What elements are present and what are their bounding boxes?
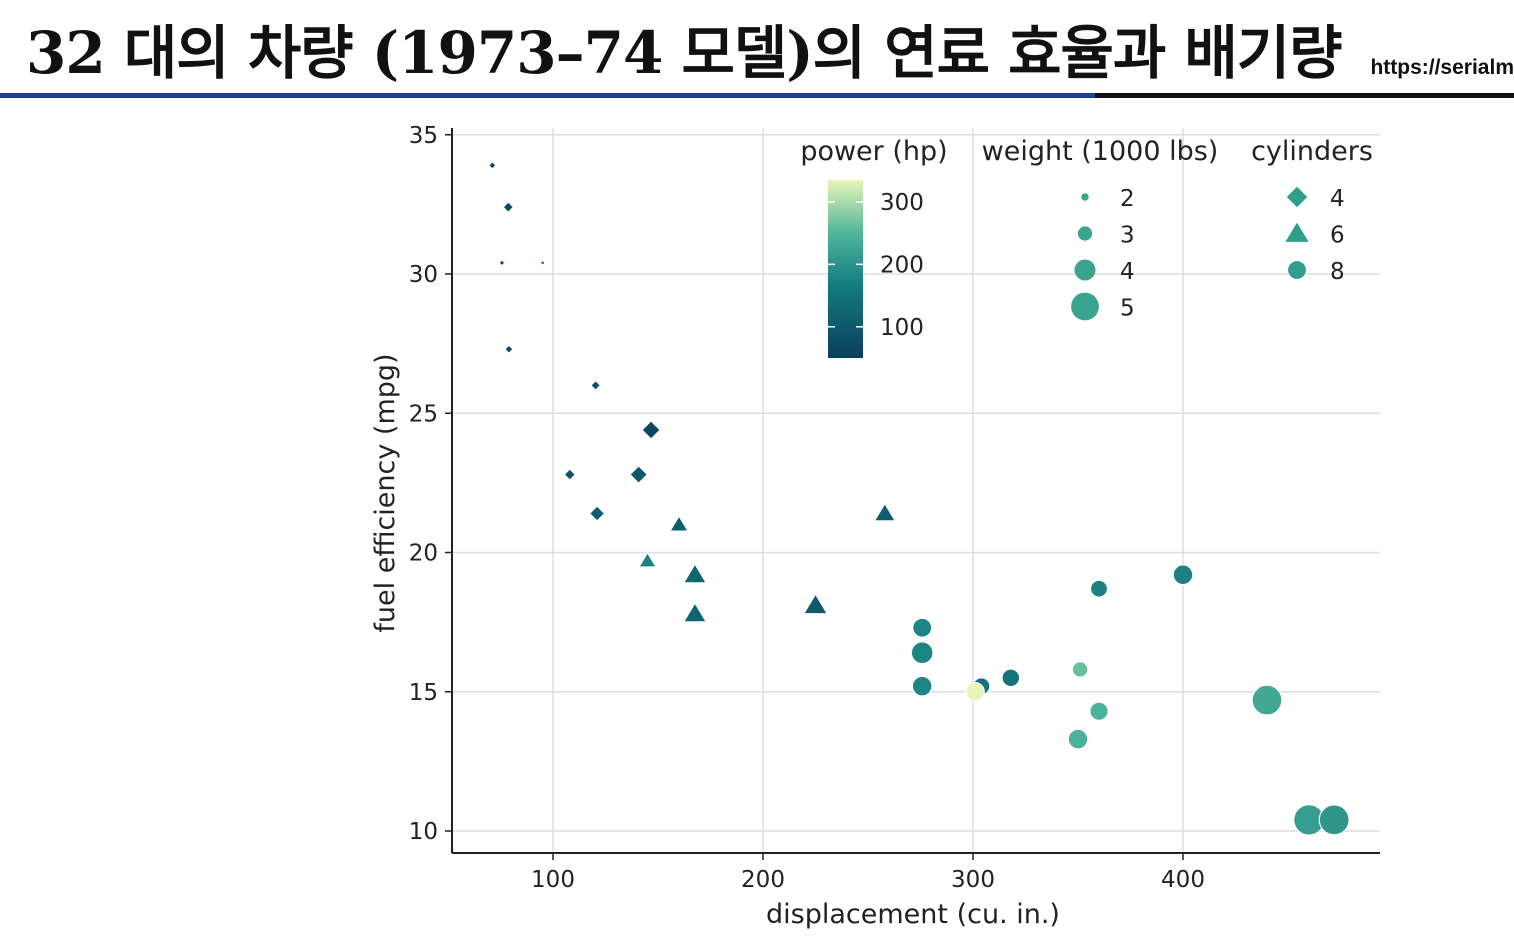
legend: power (hp) weight (1000 lbs) cylinders 1… [800, 136, 1373, 358]
data-point [1067, 728, 1089, 750]
y-tick-labels: 10 15 20 25 30 35 [409, 123, 452, 845]
data-point [504, 344, 514, 354]
data-point [1318, 804, 1350, 836]
data-point [910, 641, 934, 665]
cylinders-legend-marker [1286, 259, 1308, 281]
header-rule-black [1095, 93, 1514, 98]
grid-lines [452, 128, 1380, 853]
data-point [488, 161, 497, 170]
y-tick-label: 10 [409, 819, 438, 845]
weight-legend-label: 3 [1120, 223, 1135, 249]
data-point [563, 468, 576, 481]
x-axis-label: displacement (cu. in.) [766, 899, 1060, 930]
cylinders-legend-label: 6 [1330, 223, 1345, 249]
data-point [638, 551, 657, 568]
x-tick-labels: 100 200 300 400 [531, 853, 1205, 893]
y-tick-label: 35 [409, 123, 438, 149]
data-point [682, 602, 707, 623]
data-point [539, 259, 546, 266]
data-point [629, 465, 648, 484]
cylinders-legend-marker [1283, 220, 1311, 243]
header-rule-blue [0, 93, 1095, 98]
weight-legend-label: 4 [1120, 259, 1135, 285]
y-tick-label: 30 [409, 262, 438, 288]
slide-header: 32 대의 차량 (1973–74 모델)의 연료 효율과 배기량 https:… [0, 0, 1514, 100]
x-tick-label: 100 [531, 867, 575, 893]
data-point [1089, 579, 1109, 598]
cylinders-legend-marker [1285, 185, 1309, 209]
x-tick-label: 300 [951, 867, 995, 893]
x-tick-label: 200 [741, 867, 785, 893]
weight-legend-marker [1071, 292, 1099, 321]
data-point [590, 380, 601, 391]
weight-legend-marker [1081, 193, 1089, 201]
data-point [1071, 661, 1089, 678]
data-point [1172, 564, 1194, 586]
weight-legend-label: 2 [1120, 186, 1135, 212]
data-point [803, 593, 828, 615]
source-url: https://serialm [1370, 56, 1514, 79]
power-legend-label: 300 [880, 190, 924, 216]
data-point [965, 682, 985, 702]
data-point [1001, 668, 1021, 688]
data-point [912, 617, 933, 638]
data-points [488, 161, 1350, 836]
cylinders-legend-items: 4 6 8 [1283, 185, 1345, 285]
cylinders-legend-label: 4 [1330, 186, 1345, 212]
legend-title-power: power (hp) [800, 136, 947, 167]
data-point [873, 502, 896, 522]
data-point [1089, 701, 1109, 721]
data-point [641, 420, 661, 440]
slide-title: 32 대의 차량 (1973–74 모델)의 연료 효율과 배기량 [26, 19, 1342, 87]
weight-legend-label: 5 [1120, 296, 1135, 322]
power-legend-ticks: 100 200 300 [828, 190, 924, 341]
legend-title-cylinders: cylinders [1251, 136, 1373, 167]
data-point [498, 259, 506, 267]
y-tick-label: 15 [409, 680, 438, 706]
data-point [669, 515, 689, 532]
y-axis-label: fuel efficiency (mpg) [370, 353, 401, 632]
data-point [682, 563, 707, 584]
data-point [911, 675, 933, 697]
y-tick-label: 25 [409, 401, 438, 427]
power-colorbar [828, 180, 863, 358]
weight-legend-items: 2 3 4 5 [1071, 186, 1135, 322]
data-point [589, 505, 606, 522]
power-legend-label: 100 [880, 315, 924, 341]
weight-legend-marker [1074, 259, 1096, 281]
weight-legend-marker [1077, 226, 1093, 241]
x-tick-label: 400 [1161, 867, 1205, 893]
data-point [502, 201, 515, 213]
power-legend-label: 200 [880, 252, 924, 278]
data-point [1251, 684, 1283, 716]
legend-title-weight: weight (1000 lbs) [982, 136, 1219, 167]
y-tick-label: 20 [409, 541, 438, 567]
cylinders-legend-label: 8 [1330, 259, 1345, 285]
